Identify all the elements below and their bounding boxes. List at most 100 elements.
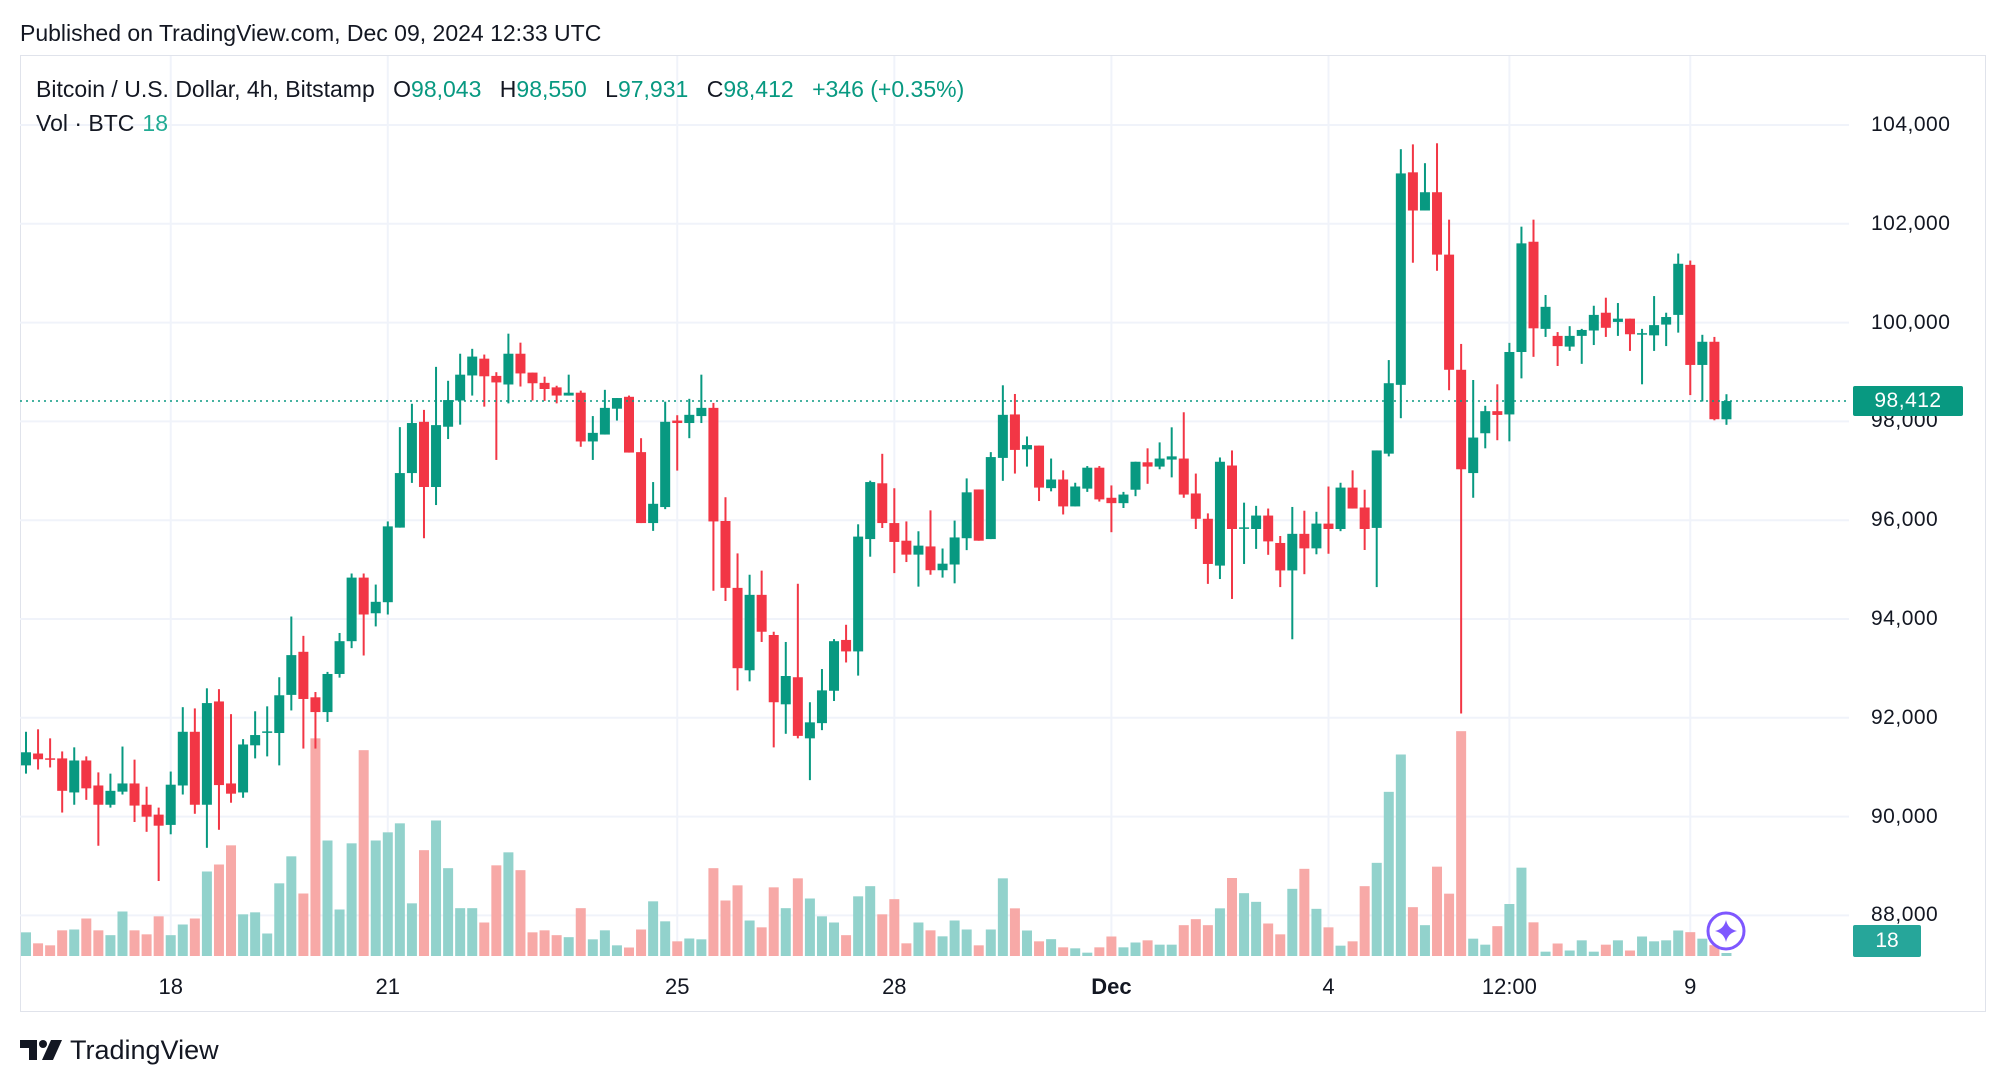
volume-bar bbox=[1540, 951, 1551, 956]
candle bbox=[45, 738, 56, 768]
candle bbox=[901, 521, 912, 563]
candle bbox=[1034, 445, 1045, 502]
candle bbox=[1287, 506, 1298, 640]
candle bbox=[768, 631, 779, 748]
candle bbox=[57, 751, 68, 813]
candle bbox=[1552, 332, 1563, 366]
candle-body bbox=[599, 407, 610, 435]
volume-bar bbox=[503, 852, 514, 956]
candle bbox=[829, 639, 840, 702]
candle-wick bbox=[567, 374, 570, 396]
volume-bar bbox=[1432, 866, 1443, 956]
candle-wick bbox=[483, 354, 486, 407]
candle-body bbox=[431, 425, 442, 488]
candle bbox=[1070, 482, 1081, 507]
candle-body bbox=[672, 420, 683, 424]
candle-body bbox=[455, 374, 466, 401]
candle-body bbox=[949, 537, 960, 565]
candle-wick bbox=[1327, 486, 1330, 554]
volume-bar bbox=[1576, 940, 1587, 956]
volume-bar bbox=[1166, 944, 1177, 956]
candle-body bbox=[551, 387, 562, 396]
volume-bar bbox=[804, 898, 815, 956]
candle bbox=[141, 786, 152, 832]
volume-bar bbox=[406, 903, 417, 956]
volume-bar bbox=[599, 930, 610, 956]
volume-bar bbox=[370, 840, 381, 956]
candle-body bbox=[153, 814, 164, 826]
candle-wick bbox=[1025, 436, 1028, 467]
candle-body bbox=[1444, 254, 1455, 370]
volume-bar bbox=[1046, 939, 1057, 956]
volume-bar bbox=[708, 868, 719, 956]
candle-body bbox=[515, 353, 526, 374]
volume-bar bbox=[1178, 925, 1189, 956]
volume-bar bbox=[129, 930, 140, 956]
assistant-sparkle-icon[interactable] bbox=[1706, 911, 1746, 951]
candle-body bbox=[1492, 411, 1503, 415]
candle-body bbox=[250, 735, 261, 746]
candle bbox=[153, 807, 164, 882]
candle bbox=[81, 756, 92, 800]
candle bbox=[720, 497, 731, 601]
volume-bar bbox=[1395, 754, 1406, 956]
candle-body bbox=[804, 722, 815, 739]
candle bbox=[732, 553, 743, 691]
candle-body bbox=[1624, 318, 1635, 335]
candle-body bbox=[1600, 312, 1611, 328]
candle-wick bbox=[1170, 427, 1173, 478]
symbol-title[interactable]: Bitcoin / U.S. Dollar, 4h, Bitstamp bbox=[36, 76, 375, 102]
volume-bar bbox=[250, 912, 261, 956]
candle-body bbox=[575, 392, 586, 442]
candle-body bbox=[45, 758, 56, 760]
candle-body bbox=[1709, 341, 1720, 420]
volume-bar bbox=[117, 911, 128, 956]
volume-bar bbox=[467, 908, 478, 956]
candle bbox=[1721, 394, 1732, 425]
candle bbox=[1419, 163, 1430, 211]
candle-body bbox=[1612, 318, 1623, 322]
candle bbox=[213, 689, 224, 830]
volume-bar bbox=[913, 922, 924, 956]
volume-bar bbox=[1528, 922, 1539, 956]
candle-body bbox=[358, 577, 369, 615]
volume-bar bbox=[1239, 893, 1250, 956]
candle bbox=[226, 714, 237, 803]
candle-body bbox=[1166, 456, 1177, 460]
volume-legend: Vol · BTC 18 bbox=[36, 110, 168, 137]
candle bbox=[804, 702, 815, 781]
candle-wick bbox=[1701, 334, 1704, 402]
candle bbox=[1130, 461, 1141, 497]
volume-bar bbox=[1673, 930, 1684, 956]
candle bbox=[1263, 508, 1274, 555]
change-value: +346 (+0.35%) bbox=[812, 76, 965, 102]
volume-bar bbox=[925, 930, 936, 956]
candle bbox=[1516, 226, 1527, 379]
volume-bar bbox=[780, 908, 791, 956]
volume-bar bbox=[1034, 941, 1045, 956]
candle bbox=[1624, 318, 1635, 351]
candle-body bbox=[394, 473, 405, 528]
volume-bar bbox=[1480, 944, 1491, 956]
candle-body bbox=[1528, 241, 1539, 329]
candle bbox=[1480, 405, 1491, 449]
volume-bar bbox=[443, 868, 454, 956]
candle-wick bbox=[97, 772, 100, 846]
volume-bar bbox=[1070, 948, 1081, 956]
candle-wick bbox=[157, 807, 160, 882]
candle-wick bbox=[531, 372, 534, 401]
candle-body bbox=[177, 731, 188, 786]
volume-bar bbox=[1227, 878, 1237, 956]
candle-body bbox=[539, 382, 550, 389]
candle-body bbox=[877, 483, 888, 524]
candle-body bbox=[792, 677, 803, 736]
volume-label[interactable]: Vol · BTC bbox=[36, 110, 135, 136]
candle-body bbox=[889, 523, 900, 542]
volume-bar bbox=[418, 850, 429, 956]
candle-body bbox=[720, 520, 731, 588]
volume-bar bbox=[1419, 925, 1430, 956]
candle bbox=[334, 632, 345, 678]
footer-brand[interactable]: TradingView bbox=[20, 1033, 219, 1067]
volume-bar bbox=[334, 909, 345, 956]
